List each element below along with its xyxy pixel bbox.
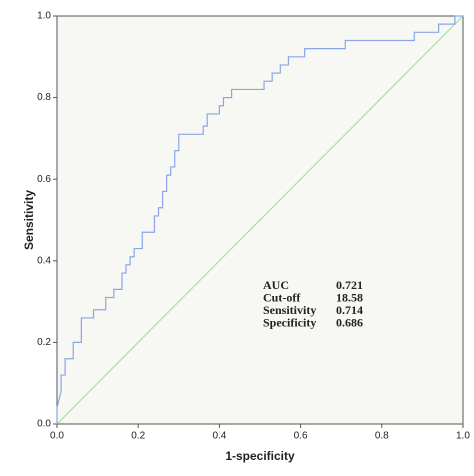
y-tick-label: 0.4 [37, 255, 51, 266]
x-tick-label: 0.4 [212, 431, 226, 442]
y-tick-label: 1.0 [37, 11, 51, 22]
y-tick-label: 0.2 [37, 337, 51, 348]
annotation-value: 0.714 [336, 303, 363, 317]
y-axis-label: Sensitivity [22, 190, 36, 250]
annotation-value: 18.58 [336, 290, 363, 304]
x-tick-label: 1.0 [456, 431, 470, 442]
annotation-label: Specificity [263, 315, 316, 329]
x-axis-label: 1-specificity [225, 449, 295, 463]
x-tick-label: 0.0 [50, 431, 64, 442]
annotation-value: 0.686 [336, 315, 363, 329]
x-tick-label: 0.2 [131, 431, 145, 442]
annotation-label: Sensitivity [263, 303, 316, 317]
annotation-label: Cut-off [263, 290, 301, 304]
series-line [56, 15, 464, 425]
y-tick-label: 0.8 [37, 92, 51, 103]
x-tick-label: 0.6 [294, 431, 308, 442]
annotation-label: AUC [263, 278, 289, 292]
series-line [56, 15, 463, 424]
y-tick-label: 0.6 [37, 174, 51, 185]
x-tick-label: 0.8 [375, 431, 389, 442]
y-tick-label: 0.0 [37, 419, 51, 430]
annotation-value: 0.721 [336, 278, 363, 292]
